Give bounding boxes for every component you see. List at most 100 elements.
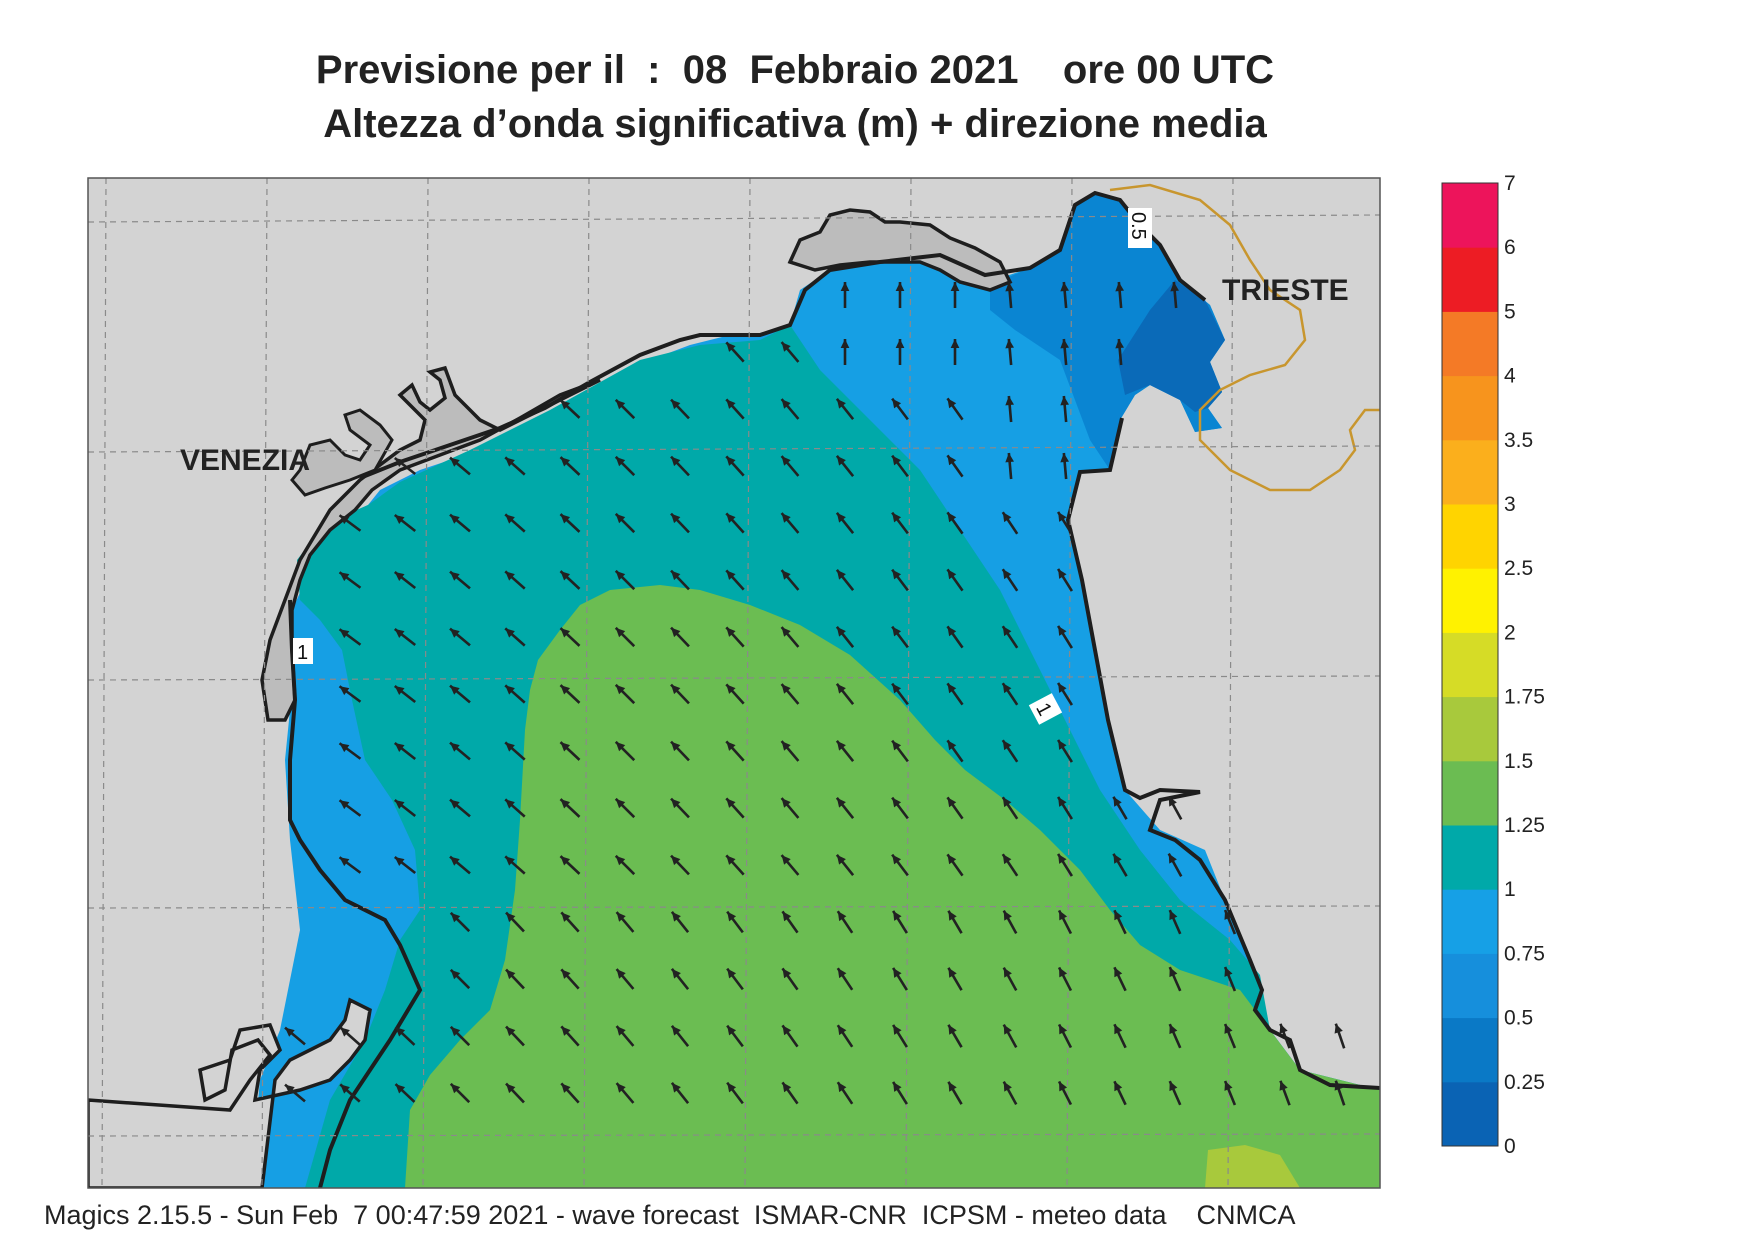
wave-arrow xyxy=(393,798,417,818)
legend-swatch xyxy=(1442,953,1498,1019)
wave-arrow xyxy=(1060,395,1069,423)
wave-arrow xyxy=(947,967,963,991)
wave-arrow xyxy=(1223,966,1237,992)
wave-arrow xyxy=(1056,796,1074,820)
wave-arrow xyxy=(615,911,635,933)
legend-tick-label: 1.5 xyxy=(1504,750,1533,773)
wave-arrow xyxy=(449,570,471,590)
wave-arrow xyxy=(284,1083,306,1103)
wave-arrow xyxy=(284,1026,306,1046)
wave-arrow xyxy=(835,740,855,762)
contour-label-text: 1 xyxy=(297,642,308,664)
wave-arrow xyxy=(559,627,581,647)
wave-arrow xyxy=(891,853,909,877)
wave-arrow xyxy=(614,398,636,420)
wave-arrow xyxy=(338,742,362,760)
wave-arrow xyxy=(835,683,855,705)
wave-arrow xyxy=(946,625,964,649)
wave-arrow xyxy=(449,456,471,476)
wave-arrow xyxy=(670,1025,690,1047)
wave-arrow xyxy=(835,854,855,876)
legend-swatch xyxy=(1442,696,1498,762)
wave-arrow xyxy=(1113,909,1127,935)
wave-arrow xyxy=(504,684,526,704)
wave-arrow xyxy=(449,968,471,990)
wave-arrow xyxy=(449,684,471,704)
venice-inland-lagoon xyxy=(290,408,394,497)
wave-arrow xyxy=(393,627,417,647)
wave-arrow xyxy=(560,968,580,990)
legend-tick-label: 6 xyxy=(1504,236,1516,259)
wave-arrow xyxy=(614,512,636,534)
legend-tick-label: 1 xyxy=(1504,878,1516,901)
wave-arrow xyxy=(1056,739,1074,763)
wave-arrow xyxy=(449,627,471,647)
wave-arrow xyxy=(780,626,800,648)
wave-arrow xyxy=(1115,281,1124,309)
wave-arrow xyxy=(780,854,800,876)
wave-arrow xyxy=(338,571,362,589)
wave-arrow xyxy=(559,456,581,476)
wave-arrow xyxy=(946,853,964,877)
wave-arrow xyxy=(725,341,745,363)
contour-label-text: 0.5 xyxy=(1127,212,1149,240)
wave-arrow xyxy=(946,511,964,535)
wave-arrow xyxy=(504,456,526,476)
wave-arrow xyxy=(1001,739,1019,763)
color-legend: 0 0.25 0.5 0.75 1 1.25 1.5 1.75 2 2.5 3 3.5 4 5 6 7 xyxy=(1441,172,1545,1158)
wave-arrow xyxy=(504,855,526,875)
wave-arrow xyxy=(947,910,963,934)
wave-arrow xyxy=(1167,852,1183,878)
legend-frame xyxy=(1441,182,1499,1147)
wave-arrow xyxy=(836,1081,854,1105)
wave-arrow xyxy=(1056,625,1074,649)
wave-arrow xyxy=(1057,1080,1073,1106)
western-coastline xyxy=(288,599,423,1188)
wave-arrow xyxy=(836,910,854,934)
wave-arrow xyxy=(504,627,526,647)
wave-arrow xyxy=(670,740,690,762)
wave-arrow xyxy=(891,625,909,649)
wave-arrow xyxy=(615,1082,635,1104)
wave-arrow xyxy=(505,911,525,933)
legend-tick-label: 1.25 xyxy=(1504,814,1545,837)
legend-swatch xyxy=(1442,760,1498,826)
wave-arrow xyxy=(835,569,855,591)
wave-arrow xyxy=(1002,909,1018,935)
wave-arrow xyxy=(1001,682,1019,706)
wave-arrow xyxy=(780,740,800,762)
wave-arrow xyxy=(725,626,745,648)
wave-arrow xyxy=(1001,511,1019,535)
wave-arrow xyxy=(449,1082,471,1104)
wave-arrow xyxy=(393,855,417,875)
wave-arrow xyxy=(1002,966,1018,992)
wave-arrow xyxy=(614,455,636,477)
legend-swatch xyxy=(1442,568,1498,633)
wave-arrow xyxy=(835,512,855,534)
wave-arrow xyxy=(780,683,800,705)
wave-arrow xyxy=(504,513,526,533)
map-area: 1 1 0.5 xyxy=(88,178,1380,1188)
legend-swatch xyxy=(1442,1017,1498,1083)
wave-arrow xyxy=(1002,1080,1018,1106)
wave-arrow xyxy=(946,454,964,478)
wave-arrow xyxy=(725,455,745,477)
wave-arrow xyxy=(725,797,745,819)
wave-arrow xyxy=(505,1082,525,1104)
wave-arrow xyxy=(1223,909,1237,935)
wave-arrow xyxy=(892,967,908,991)
wave-arrow xyxy=(726,1024,744,1048)
wave-arrow xyxy=(393,684,417,704)
wave-arrow xyxy=(950,282,960,308)
wave-arrow xyxy=(560,1082,580,1104)
wave-arrow xyxy=(1167,795,1183,821)
wave-arrow xyxy=(559,399,581,419)
wave-arrow xyxy=(670,1082,690,1104)
legend-tick-label: 0.75 xyxy=(1504,942,1545,965)
wave-arrow xyxy=(1056,568,1074,592)
city-label-venezia: VENEZIA xyxy=(180,444,310,477)
wave-arrow xyxy=(892,910,908,934)
wave-arrow xyxy=(394,1083,416,1103)
wave-arrow xyxy=(780,341,800,363)
